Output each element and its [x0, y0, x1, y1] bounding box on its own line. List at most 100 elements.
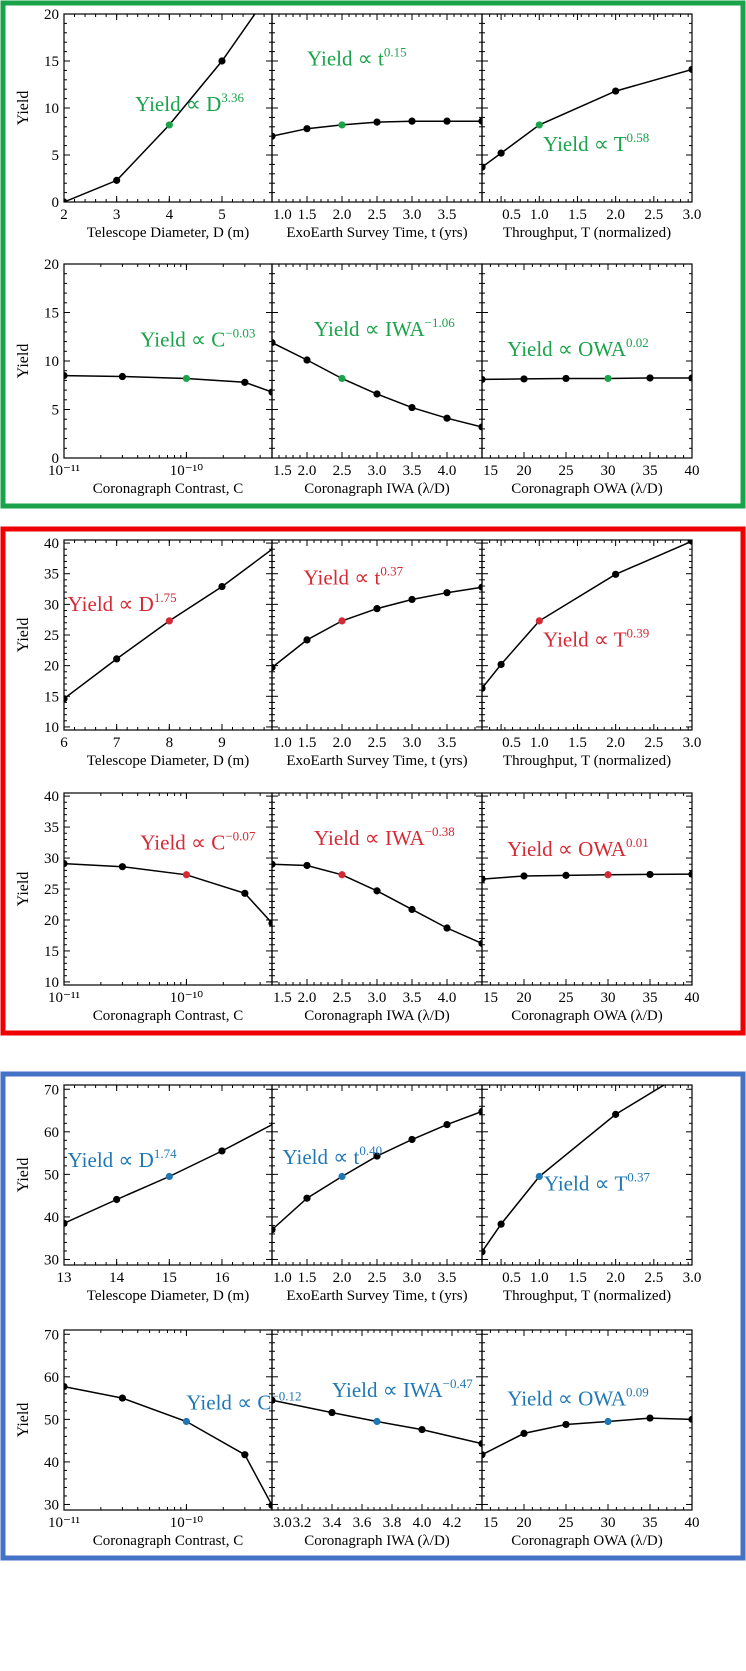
- x-tick-label: 7: [113, 735, 121, 751]
- x-tick-label: 3.0: [368, 990, 387, 1006]
- y-tick-label: 60: [44, 1370, 59, 1386]
- reference-point: [338, 871, 345, 878]
- y-tick-label: 60: [44, 1125, 59, 1141]
- data-point: [119, 373, 126, 380]
- x-tick-label: 4.0: [413, 1515, 432, 1531]
- group-frame-1: [3, 3, 743, 506]
- data-point: [443, 1121, 450, 1128]
- data-point: [478, 376, 485, 383]
- x-tick-label: 30: [601, 1515, 616, 1531]
- scaling-annotation: Yield ∝ T0.58: [543, 130, 649, 156]
- x-tick-label: 3.0: [273, 1515, 292, 1531]
- y-axis-label: Yield: [15, 91, 32, 126]
- x-tick-label: 3.5: [438, 207, 457, 223]
- data-point: [303, 862, 310, 869]
- scaling-annotation: Yield ∝ t0.40: [283, 1143, 383, 1169]
- reference-point: [338, 1173, 345, 1180]
- y-tick-label: 0: [52, 195, 60, 211]
- series: [478, 1414, 695, 1458]
- y-tick-label: 20: [44, 913, 59, 929]
- axes-box: [482, 1330, 692, 1510]
- y-tick-label: 10: [44, 101, 59, 117]
- data-point: [562, 872, 569, 879]
- reference-point: [183, 375, 190, 382]
- x-axis-label: Throughput, T (normalized): [503, 753, 671, 769]
- x-tick-label: 0.5: [502, 1270, 521, 1286]
- series-line: [482, 1418, 692, 1455]
- y-tick-label: 30: [44, 851, 59, 867]
- series: [60, 372, 275, 396]
- series-line: [482, 378, 692, 379]
- x-tick-label: 3.0: [683, 1270, 702, 1286]
- data-point: [113, 1196, 120, 1203]
- x-tick-label: 3.5: [403, 990, 422, 1006]
- panel-5-3: 0.5 1.0 1.5 2.0 2.5 3.0Throughput, T (normali…: [478, 1064, 701, 1304]
- y-tick-label: 20: [44, 7, 59, 23]
- x-tick-label: 15: [483, 463, 498, 479]
- y-tick-label: 15: [44, 944, 59, 960]
- series: [60, 1120, 278, 1227]
- series: [60, 860, 275, 927]
- data-point: [688, 538, 695, 545]
- series-line: [482, 1068, 692, 1252]
- y-tick-label: 5: [52, 403, 60, 419]
- x-tick-label: 0.5: [502, 735, 521, 751]
- reference-point: [536, 617, 543, 624]
- x-tick-label: 3.2: [293, 1515, 312, 1531]
- x-axis-label: ExoEarth Survey Time, t (yrs): [286, 753, 467, 769]
- scaling-annotation: Yield ∝ T0.39: [543, 626, 649, 652]
- x-axis-label: Coronagraph Contrast, C: [93, 1533, 243, 1549]
- data-point: [119, 1394, 126, 1401]
- x-tick-label: 40: [685, 1515, 700, 1531]
- x-tick-label: 40: [685, 990, 700, 1006]
- x-tick-label: 3.0: [683, 735, 702, 751]
- data-point: [478, 1248, 485, 1255]
- series: [268, 861, 485, 947]
- data-point: [60, 860, 67, 867]
- x-tick-label: 2.0: [298, 463, 317, 479]
- reference-point: [338, 121, 345, 128]
- reference-point: [604, 375, 611, 382]
- data-point: [60, 372, 67, 379]
- scaling-annotation: Yield ∝ D3.36: [135, 90, 244, 116]
- x-tick-label: 15: [162, 1270, 177, 1286]
- x-tick-label: 35: [643, 463, 658, 479]
- x-tick-label: 2.0: [606, 735, 625, 751]
- series: [478, 871, 695, 883]
- x-tick-label: 1.0: [530, 735, 549, 751]
- x-tick-label: 20: [517, 990, 532, 1006]
- data-point: [119, 863, 126, 870]
- data-point: [60, 1220, 67, 1227]
- y-tick-label: 50: [44, 1412, 59, 1428]
- data-point: [303, 636, 310, 643]
- panel-1-1: 2 3 4 5 Telescope Diameter, D (m) Yield ∝ D3.…: [60, 0, 278, 241]
- panel-2-2: 1.5 2.0 2.5 3.0 3.5 4.0Coronagraph IWA (λ/D)Y…: [268, 264, 485, 497]
- panel-6-1: 10⁻¹¹ 10⁻¹⁰ Coronagraph Contrast, C Yield ∝…: [48, 1330, 301, 1549]
- data-point: [443, 118, 450, 125]
- x-tick-label: 2: [60, 207, 68, 223]
- y-tick-label: 40: [44, 1210, 59, 1226]
- axes-box: [64, 1330, 272, 1510]
- data-point: [60, 198, 67, 205]
- scaling-annotation: Yield ∝ C−0.12: [186, 1389, 301, 1415]
- data-point: [520, 1430, 527, 1437]
- x-tick-label: 1.0: [273, 207, 292, 223]
- data-point: [497, 1221, 504, 1228]
- x-tick-label: 4.0: [438, 990, 457, 1006]
- x-tick-label: 8: [166, 735, 174, 751]
- reference-point: [373, 1418, 380, 1425]
- x-tick-label: 30: [601, 463, 616, 479]
- y-tick-label: 70: [44, 1082, 59, 1098]
- y-tick-label: 15: [44, 689, 59, 705]
- data-point: [418, 1426, 425, 1433]
- x-axis-label: Coronagraph IWA (λ/D): [304, 1533, 450, 1549]
- x-axis-label: Throughput, T (normalized): [503, 225, 671, 241]
- series-line: [482, 874, 692, 879]
- x-tick-label: 2.0: [333, 207, 352, 223]
- scaling-annotation: Yield ∝ T0.37: [544, 1170, 651, 1196]
- x-tick-label: 2.0: [333, 1270, 352, 1286]
- x-axis-label: Coronagraph IWA (λ/D): [304, 1008, 450, 1024]
- series-line: [272, 587, 482, 667]
- panel-5-2: 1.0 1.5 2.0 2.5 3.0 3.5ExoEarth Survey Time, …: [268, 1085, 485, 1304]
- panel-4-2: 1.5 2.0 2.5 3.0 3.5 4.0Coronagraph IWA (λ/D)Y…: [268, 793, 485, 1024]
